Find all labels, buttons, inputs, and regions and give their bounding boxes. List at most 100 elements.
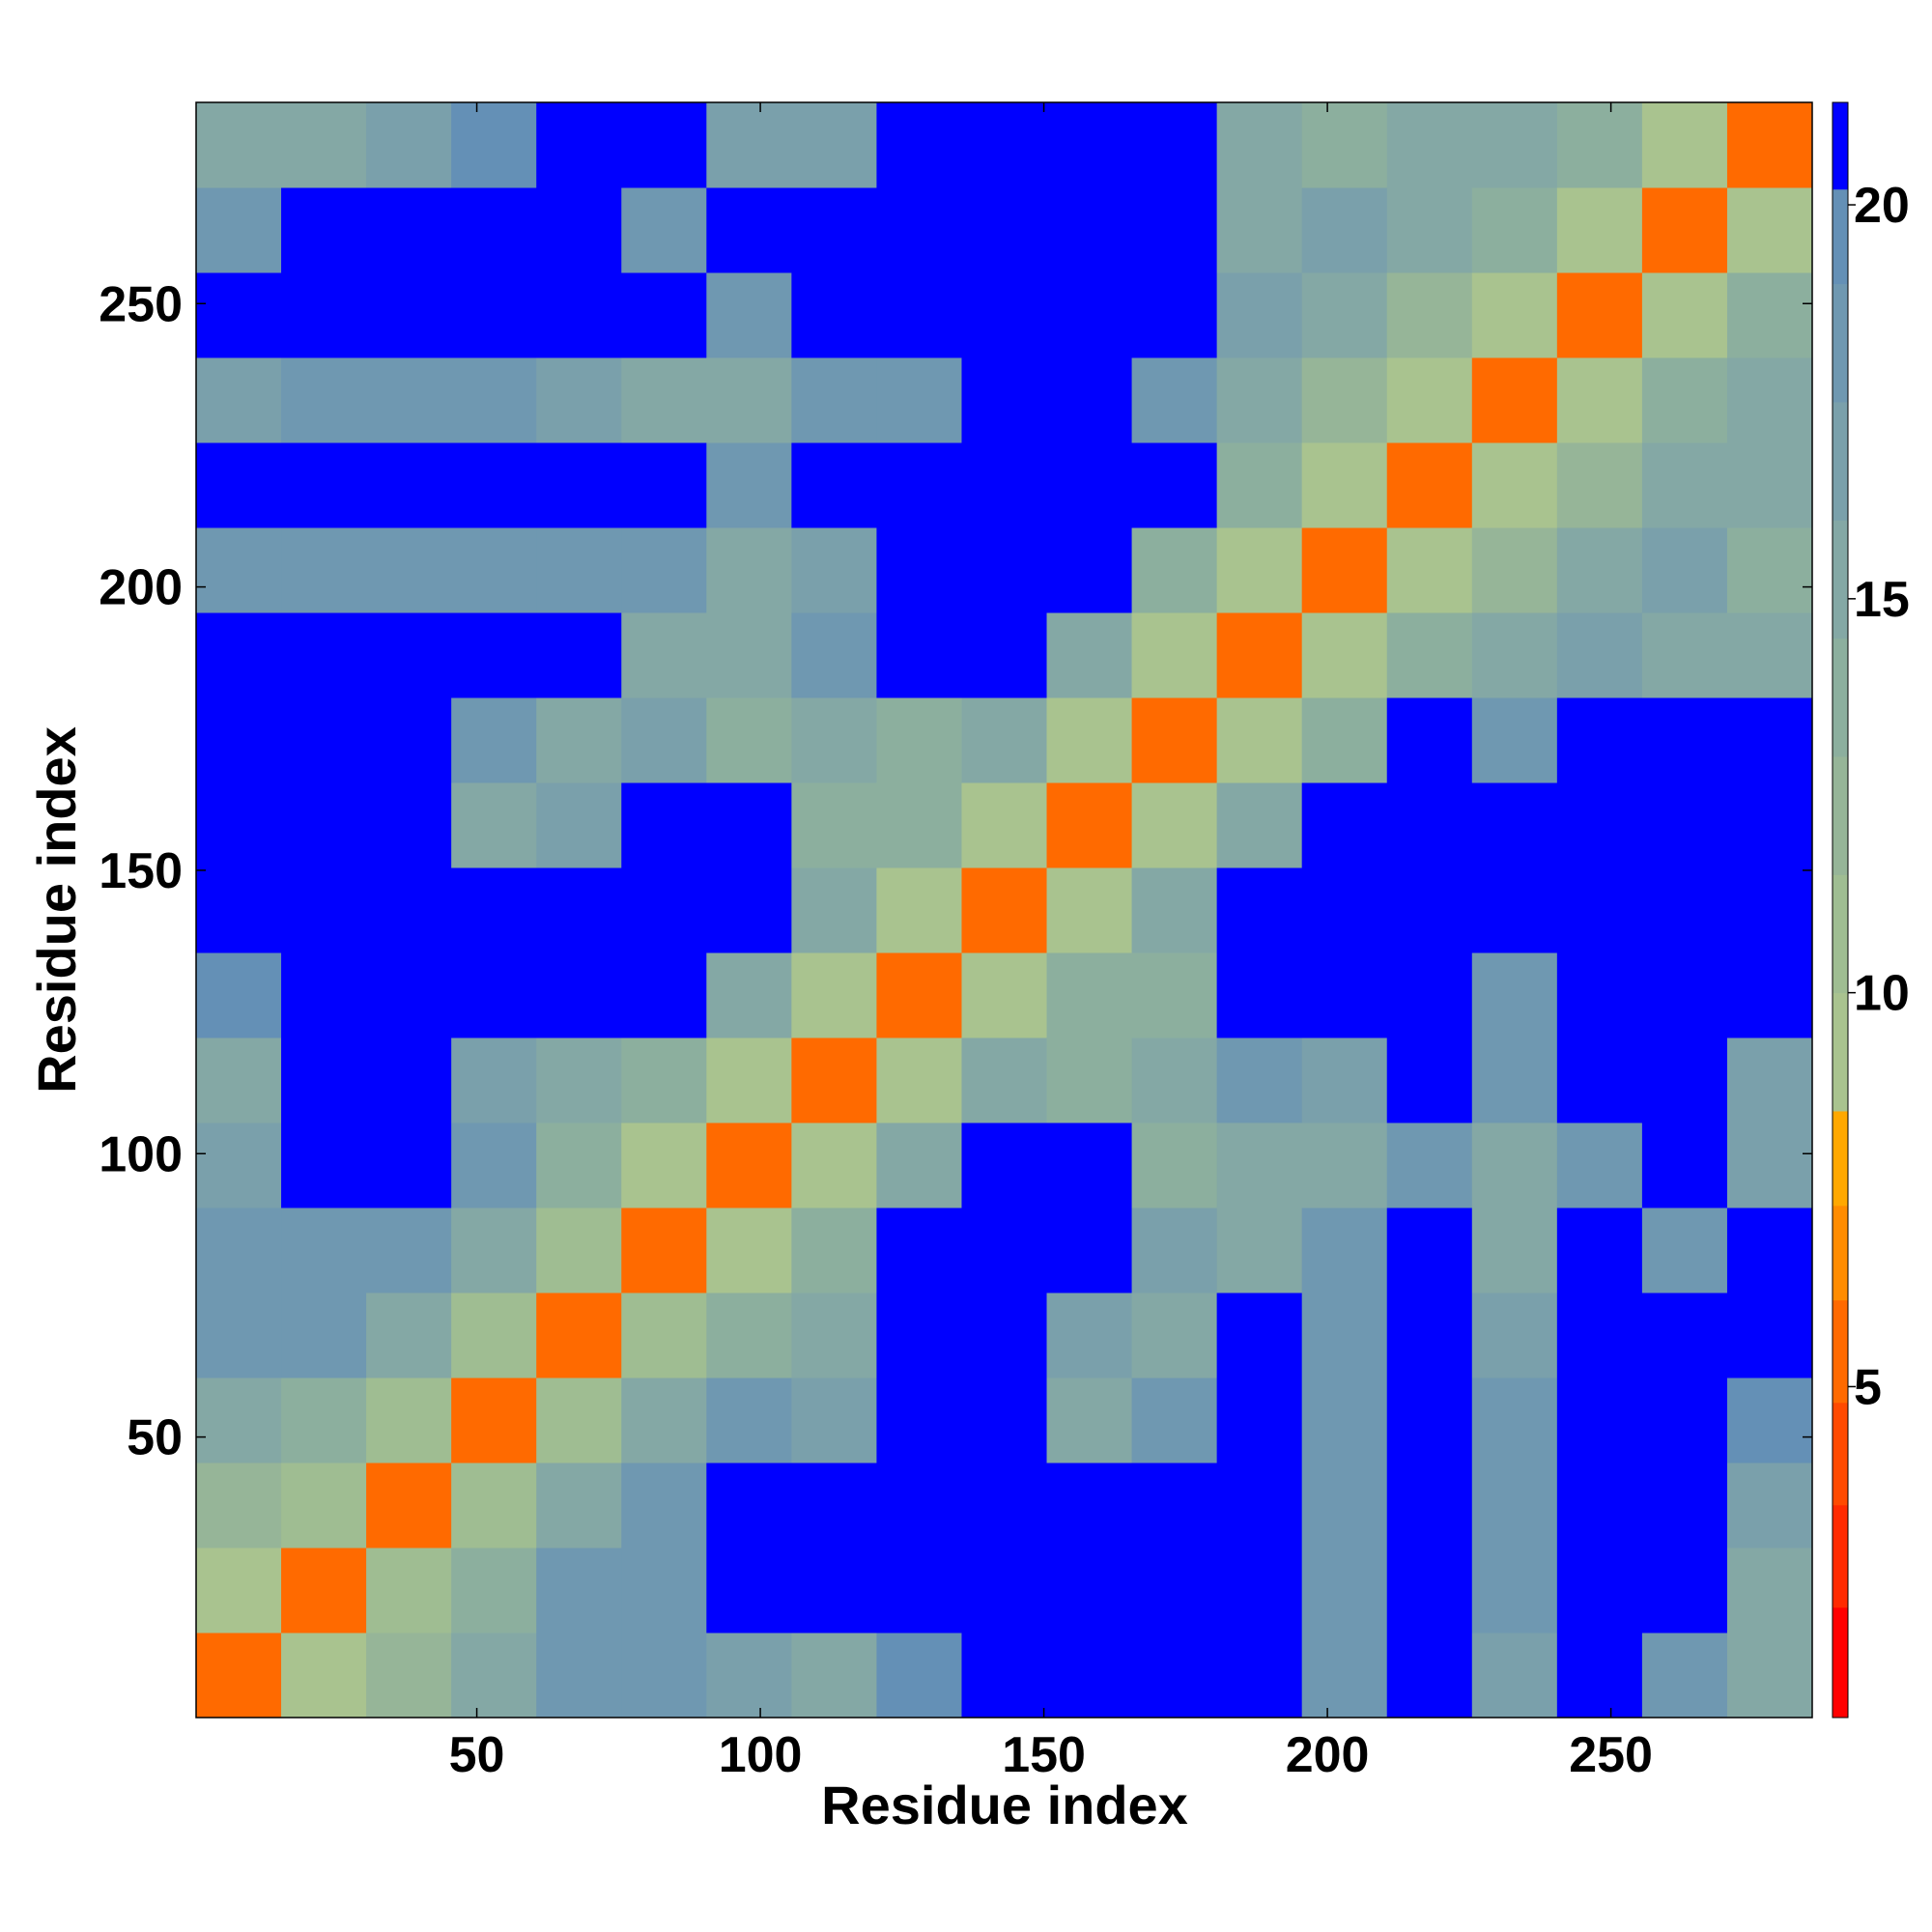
- heatmap-cell: [281, 612, 367, 698]
- heatmap-cell: [1556, 1037, 1643, 1123]
- heatmap-cell: [1556, 1633, 1643, 1719]
- heatmap-cell: [451, 442, 537, 528]
- heatmap-cell: [1556, 1378, 1643, 1463]
- heatmap-cell: [281, 1548, 367, 1634]
- heatmap-cell: [961, 1378, 1048, 1463]
- heatmap-cell: [1386, 357, 1473, 443]
- heatmap-cell: [196, 357, 282, 443]
- heatmap-cell: [1386, 1037, 1473, 1123]
- heatmap-cell: [791, 1548, 877, 1634]
- heatmap-cell: [1386, 527, 1473, 613]
- heatmap-cell: [1471, 442, 1558, 528]
- colorbar-band: [1833, 1299, 1848, 1404]
- heatmap-cell: [536, 1548, 622, 1634]
- heatmap-cell: [1641, 1293, 1728, 1378]
- heatmap-cell: [1641, 357, 1728, 443]
- heatmap-cell: [1216, 1122, 1303, 1208]
- heatmap-cell: [451, 1293, 537, 1378]
- heatmap-cell: [1046, 272, 1133, 358]
- heatmap-cell: [451, 1037, 537, 1123]
- y-tick-label: 150: [99, 843, 183, 899]
- heatmap-cell: [1641, 867, 1728, 953]
- heatmap-cell: [961, 612, 1048, 698]
- heatmap-cell: [1471, 1633, 1558, 1719]
- heatmap-cell: [621, 1633, 707, 1719]
- heatmap-cell: [791, 442, 877, 528]
- heatmap-cell: [1216, 1633, 1303, 1719]
- heatmap-cell: [621, 272, 707, 358]
- heatmap-cell: [961, 1208, 1048, 1293]
- heatmap-cell: [961, 867, 1048, 953]
- heatmap-cell: [791, 952, 877, 1038]
- heatmap-cell: [536, 187, 622, 273]
- heatmap-cell: [196, 272, 282, 358]
- heatmap-cell: [1386, 952, 1473, 1038]
- heatmap-cell: [961, 1037, 1048, 1123]
- heatmap-cell: [876, 357, 962, 443]
- heatmap-cell: [1301, 527, 1388, 613]
- heatmap-cell: [706, 1208, 792, 1293]
- heatmap-cell: [281, 782, 367, 868]
- heatmap-cell: [1386, 442, 1473, 528]
- heatmap-cell: [281, 1037, 367, 1123]
- heatmap-cell: [196, 952, 282, 1038]
- heatmap-cell: [1216, 187, 1303, 273]
- heatmap-cell: [706, 867, 792, 953]
- heatmap-cell: [1556, 102, 1643, 188]
- plot-frame: [195, 101, 1813, 1719]
- x-tick-label: 200: [1286, 1727, 1370, 1783]
- y-axis-label: Residue index: [26, 726, 87, 1094]
- heatmap-cell: [451, 952, 537, 1038]
- heatmap-cell: [1641, 272, 1728, 358]
- heatmap-cell: [876, 1378, 962, 1463]
- heatmap-cell: [1131, 867, 1218, 953]
- heatmap-cell: [1386, 187, 1473, 273]
- heatmap-cell: [876, 527, 962, 613]
- heatmap-cell: [451, 187, 537, 273]
- heatmap-cell: [1641, 187, 1728, 273]
- heatmap-cell: [1726, 187, 1813, 273]
- heatmap-cell: [1386, 272, 1473, 358]
- heatmap-cell: [1301, 442, 1388, 528]
- heatmap-cell: [1046, 782, 1133, 868]
- heatmap-cell: [1726, 527, 1813, 613]
- heatmap-cell: [366, 187, 452, 273]
- heatmap-cell: [791, 612, 877, 698]
- heatmap-cell: [961, 1293, 1048, 1378]
- heatmap-cell: [621, 187, 707, 273]
- heatmap-cell: [961, 1122, 1048, 1208]
- heatmap-cell: [1726, 1122, 1813, 1208]
- heatmap-cell: [1046, 612, 1133, 698]
- heatmap-cell: [1386, 1378, 1473, 1463]
- heatmap-cell: [366, 697, 452, 783]
- heatmap-cell: [536, 527, 622, 613]
- heatmap-cell: [791, 1208, 877, 1293]
- heatmap-cell: [706, 102, 792, 188]
- heatmap-cell: [281, 1122, 367, 1208]
- heatmap-cell: [961, 1633, 1048, 1719]
- heatmap-cell: [451, 1122, 537, 1208]
- heatmap-cell: [621, 102, 707, 188]
- heatmap-cell: [1131, 1463, 1218, 1548]
- heatmap-cell: [1471, 1037, 1558, 1123]
- heatmap-cell: [451, 102, 537, 188]
- heatmap-cell: [1216, 1463, 1303, 1548]
- heatmap-cell: [281, 952, 367, 1038]
- heatmap-cell: [1726, 1037, 1813, 1123]
- colorbar-band: [1833, 992, 1848, 1112]
- heatmap-cell: [706, 1037, 792, 1123]
- heatmap-cell: [1301, 952, 1388, 1038]
- heatmap-cell: [366, 1378, 452, 1463]
- heatmap-cell: [1301, 1463, 1388, 1548]
- heatmap-cell: [451, 1463, 537, 1548]
- heatmap-cell: [1216, 1208, 1303, 1293]
- heatmap-cell: [1131, 1548, 1218, 1634]
- heatmap-cell: [281, 1293, 367, 1378]
- heatmap-cell: [1471, 697, 1558, 783]
- heatmap-cell: [1301, 357, 1388, 443]
- heatmap-cell: [876, 952, 962, 1038]
- heatmap-cell: [1471, 1463, 1558, 1548]
- colorbar-band: [1833, 520, 1848, 639]
- colorbar-tick-label: 10: [1854, 966, 1910, 1022]
